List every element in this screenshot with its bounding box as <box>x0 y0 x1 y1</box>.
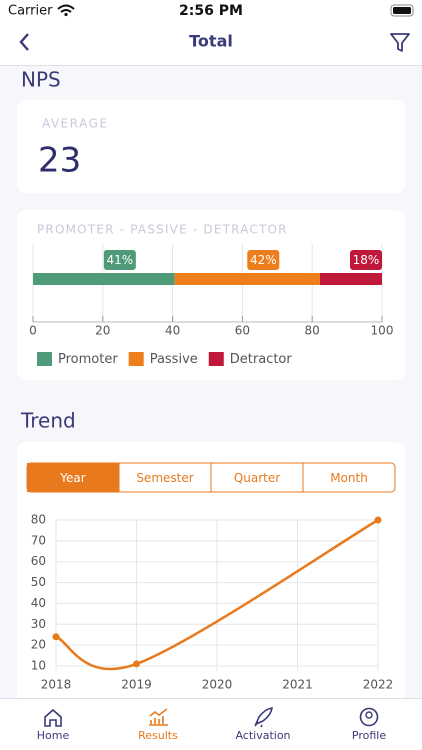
profile-icon <box>359 707 379 727</box>
y-tick-label: 80 <box>31 513 46 527</box>
value-label: 41% <box>107 253 134 267</box>
battery <box>390 4 414 17</box>
bar-segment <box>319 273 382 285</box>
y-tick-label: 70 <box>31 533 46 547</box>
section-heading: Trend <box>20 409 76 433</box>
battery-level <box>393 7 411 14</box>
x-tick-label: 40 <box>165 324 180 338</box>
x-tick-label: 2019 <box>121 678 152 692</box>
average-label: AVERAGE <box>42 117 108 131</box>
tab-label[interactable]: Results <box>138 729 178 742</box>
bar-segment <box>174 273 320 285</box>
trend-line <box>55 518 379 671</box>
legend-label: Promoter <box>58 352 118 367</box>
tab-label[interactable]: Activation <box>235 729 290 742</box>
legend-label: Detractor <box>230 352 293 367</box>
value-label-bg <box>247 250 280 270</box>
chart-title: PROMOTER - PASSIVE - DETRACTOR <box>37 223 288 237</box>
trend-point <box>133 660 140 668</box>
segment-label[interactable]: Semester <box>136 471 193 485</box>
segment-label[interactable]: Quarter <box>234 471 280 485</box>
x-tick-label: 2020 <box>202 678 233 692</box>
x-tick-label: 80 <box>305 324 320 338</box>
average-value: 23 <box>38 141 81 181</box>
legend-swatch <box>37 352 52 366</box>
dynamic-content: 0 20 40 60 80 100 41% 42% 18% Promoter Passive Detr… <box>26 244 396 692</box>
results-icon <box>149 708 168 726</box>
y-tick-label: 40 <box>31 596 46 610</box>
x-tick-label: 2018 <box>41 678 72 692</box>
wifi-icon <box>57 4 75 13</box>
y-tick-label: 30 <box>31 617 46 631</box>
y-tick-label: 50 <box>31 575 46 589</box>
x-tick-label: 2021 <box>282 678 313 692</box>
segment-selected <box>27 463 119 492</box>
x-tick-label: 100 <box>371 324 394 338</box>
tabs: Home Results Activation Profile <box>37 729 387 742</box>
tab-label[interactable]: Home <box>37 729 70 742</box>
y-tick-label: 10 <box>31 659 46 673</box>
filter-button[interactable] <box>390 33 410 52</box>
legend-swatch <box>128 352 144 366</box>
tab-bar <box>0 698 422 750</box>
wifi-dot <box>64 12 68 17</box>
value-label: 42% <box>250 253 277 267</box>
activation-icon <box>254 707 273 728</box>
legend-swatch <box>208 352 224 366</box>
profile-icon-head <box>365 711 373 719</box>
nav-title: Total <box>189 32 233 51</box>
bar-segment <box>33 273 175 285</box>
segment-label[interactable]: Month <box>330 471 368 485</box>
trend-point <box>52 633 60 641</box>
value-label-bg <box>350 250 382 270</box>
x-tick-label: 60 <box>235 324 250 338</box>
card <box>17 442 405 742</box>
y-tick-label: 20 <box>31 638 46 652</box>
card <box>17 100 405 193</box>
trend-point <box>374 516 382 524</box>
value-label-bg <box>103 250 136 270</box>
carrier: Carrier <box>8 4 53 19</box>
section-heading: NPS <box>21 68 61 92</box>
clock: 2:56 PM <box>179 3 243 19</box>
value-label: 18% <box>353 253 380 267</box>
back-button[interactable] <box>19 33 29 51</box>
x-tick-label: 0 <box>29 324 37 338</box>
y-tick-label: 60 <box>31 554 46 568</box>
legend-label: Passive <box>150 352 198 367</box>
segmented-control[interactable] <box>26 462 396 493</box>
home-icon <box>44 708 62 727</box>
x-tick-label: 2022 <box>363 678 394 692</box>
segment-label[interactable]: Year <box>59 471 85 485</box>
x-tick-label: 20 <box>95 324 110 338</box>
tab-label[interactable]: Profile <box>352 729 386 742</box>
